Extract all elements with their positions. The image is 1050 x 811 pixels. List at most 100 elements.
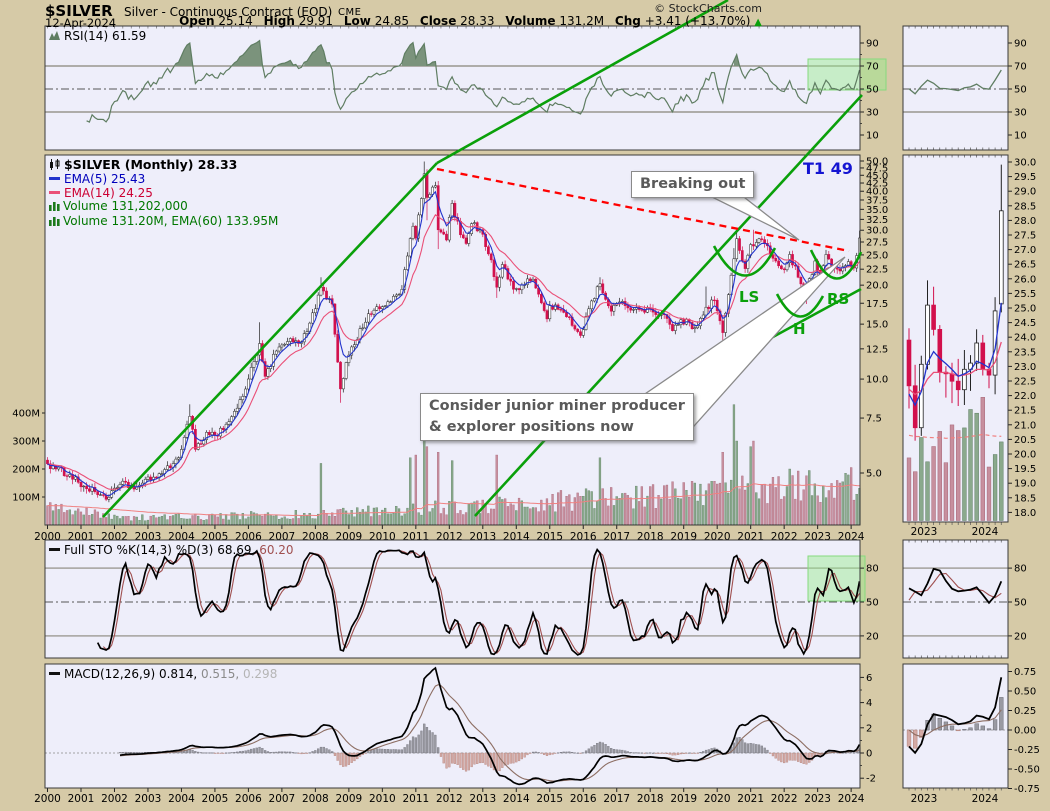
candle-body	[545, 310, 549, 320]
candle-body	[168, 465, 172, 468]
macd-hist-bar	[384, 749, 387, 754]
volume-bar	[361, 509, 364, 525]
volume-bar	[278, 519, 281, 525]
volume-bar	[562, 506, 565, 525]
volume-bar	[264, 513, 267, 525]
macd-hist-bar	[439, 752, 443, 757]
macd-hist-bar	[372, 749, 376, 754]
mini-price-axis-label: 27.5	[1014, 231, 1036, 242]
volume-bar	[769, 483, 772, 525]
mini-volume-bar	[974, 412, 979, 521]
mini-price-axis-label: 22.0	[1014, 391, 1036, 402]
mini-price-axis-label: 25.5	[1014, 289, 1036, 300]
candle-body	[417, 214, 420, 239]
volume-bar	[169, 516, 172, 525]
ticker-symbol: $SILVER	[45, 2, 113, 20]
macd-hist-bar	[294, 752, 297, 754]
candle-body	[735, 238, 739, 260]
mini-price-axis-label: 29.0	[1014, 187, 1036, 198]
volume-bar	[660, 498, 663, 525]
volume-bar	[442, 507, 445, 525]
volume-bar	[464, 512, 468, 525]
volume-bar	[272, 515, 275, 525]
macd-hist-bar	[743, 742, 747, 754]
candle-body	[325, 290, 328, 300]
macd-hist-bar	[649, 752, 652, 754]
volume-bar	[152, 515, 155, 525]
volume-bar	[127, 516, 130, 525]
volume-bar	[601, 488, 604, 525]
ema14-legend: EMA(14) 24.25	[64, 185, 153, 200]
mini-price-axis-label: 21.5	[1014, 406, 1036, 417]
macd-hist-bar	[512, 752, 515, 764]
mini-price-axis-label: 26.5	[1014, 260, 1036, 271]
sto-axis-label: 80	[866, 564, 879, 575]
candle-body	[166, 465, 169, 470]
candle-body	[450, 203, 454, 218]
candle-body	[124, 480, 127, 483]
candle-body	[445, 233, 448, 241]
candle-body	[548, 305, 552, 320]
rsi-panel: 90 70 50 30 10	[45, 26, 887, 142]
candle-body	[487, 246, 490, 255]
volume-bar	[573, 497, 576, 525]
rsi-line	[86, 39, 861, 123]
macd-hist-bar	[529, 752, 532, 754]
volume-bar	[177, 513, 180, 525]
candle-body	[85, 485, 88, 490]
macd-hist-bar	[651, 752, 655, 754]
volume-bar	[543, 510, 546, 525]
candle-body	[403, 269, 407, 290]
macd-hist-bar	[632, 752, 635, 754]
macd-hist-bar	[635, 752, 638, 754]
volume-bar	[188, 518, 191, 525]
price-axis-label: 15.0	[866, 320, 888, 331]
macd-hist-bar	[665, 752, 669, 754]
volume-bar	[420, 514, 423, 525]
ema5-line	[47, 190, 861, 497]
candle-body	[531, 278, 535, 282]
candle-body	[581, 329, 585, 336]
macd-hist-bar	[280, 751, 283, 754]
candle-body	[389, 301, 393, 303]
volume-bar	[99, 517, 102, 525]
candle-body	[199, 443, 203, 445]
volume-bar	[484, 505, 487, 525]
macd-year-label: 2023	[804, 793, 831, 805]
candle-body	[478, 229, 482, 232]
volume-bar	[406, 507, 409, 525]
candle-body	[693, 327, 697, 329]
candle-body	[743, 260, 747, 269]
candle-body	[322, 286, 326, 292]
volume-bar	[222, 518, 225, 525]
high-label: High	[263, 14, 295, 28]
volume-bar	[389, 513, 392, 525]
volume-bar	[663, 485, 666, 525]
macd-hist-bar	[250, 748, 253, 754]
volume-bars-icon	[49, 201, 60, 214]
volume-bar	[227, 519, 230, 525]
candle-body	[149, 476, 153, 481]
candle-body	[796, 265, 800, 278]
candle-body	[107, 497, 111, 500]
mini-price-axis-label: 25.0	[1014, 304, 1036, 315]
open-label: Open	[179, 14, 215, 28]
candle-body	[704, 306, 708, 316]
candle-body	[227, 421, 231, 425]
volume-bar	[816, 495, 819, 525]
candle-body	[74, 476, 77, 480]
macd-hist-bar	[545, 752, 549, 756]
volume-axis-label: 300M	[12, 437, 40, 448]
volume-bar	[107, 513, 110, 525]
volume-bar	[822, 486, 825, 525]
volume-bar	[250, 511, 253, 525]
macd-hist-bar	[319, 746, 323, 754]
macd-hist-bar	[255, 747, 258, 754]
macd-hist-bar	[244, 750, 247, 754]
macd-year-label: 2005	[202, 793, 229, 805]
candle-body	[397, 293, 401, 296]
macd-hist-bar	[437, 747, 440, 754]
volume-bar	[104, 517, 108, 525]
macd-hist-bar	[241, 750, 244, 754]
volume-bar	[847, 474, 850, 525]
